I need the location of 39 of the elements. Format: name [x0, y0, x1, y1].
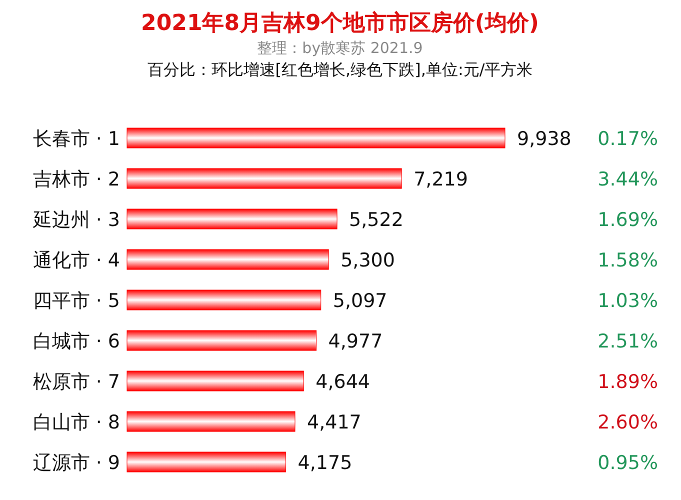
y-tick-label: 四平市 · 5 [32, 290, 120, 312]
text: 整理：by散寒苏 2021.9 [257, 39, 423, 57]
bar [126, 330, 317, 351]
text: 3.44% [598, 168, 658, 190]
y-tick-label: 长春市 · 1 [32, 128, 120, 150]
data-label: 4,644 [316, 371, 370, 393]
data-label: 7,219 [414, 168, 468, 190]
text: 0.17% [598, 128, 658, 150]
bar [126, 168, 402, 189]
y-tick-label: 白山市 · 8 [32, 412, 120, 434]
data-label: 4,977 [328, 330, 383, 352]
data-label: 5,097 [332, 290, 388, 312]
bar [126, 128, 506, 148]
text: 1.58% [598, 250, 658, 272]
text: 2.51% [598, 330, 658, 352]
text: 1.89% [598, 371, 658, 393]
chart-subtitle: 百分比：环比增速[红色增长,绿色下跌],单位:元/平方米 [147, 60, 533, 79]
text: 0.95% [598, 452, 658, 474]
bar [126, 370, 304, 392]
y-tick-label: 延边州 · 3 [32, 209, 120, 231]
text: 1.03% [598, 290, 658, 312]
data-label: 5,522 [349, 209, 404, 231]
bar [126, 452, 286, 472]
bar [126, 208, 338, 230]
bar [126, 290, 322, 310]
data-label: 4,417 [307, 412, 362, 434]
y-tick-label: 吉林市 · 2 [32, 168, 120, 190]
data-label: 9,938 [517, 128, 572, 150]
data-label: 4,175 [298, 452, 352, 474]
chart-title: 2021年8月吉林9个地市市区房价(均价) [141, 10, 539, 36]
y-tick-label: 白城市 · 6 [32, 330, 120, 352]
text: 1.69% [598, 209, 658, 231]
text: 2.60% [598, 412, 658, 434]
bar [126, 249, 329, 270]
y-tick-label: 通化市 · 4 [32, 250, 120, 272]
bar [126, 411, 296, 432]
y-tick-label: 辽源市 · 9 [32, 452, 120, 474]
data-label: 5,300 [340, 250, 395, 272]
y-tick-label: 松原市 · 7 [32, 371, 120, 393]
